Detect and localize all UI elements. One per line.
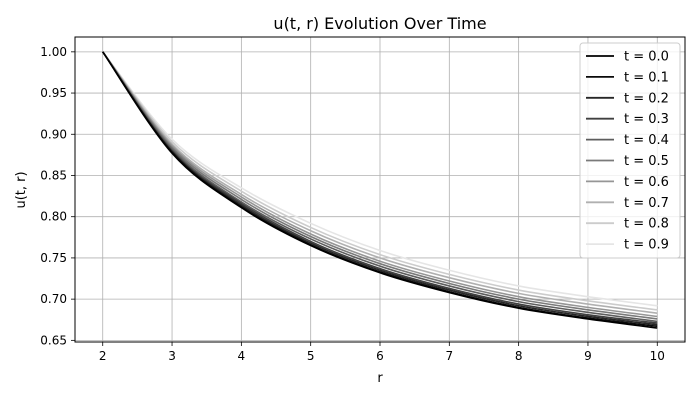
series-line	[102, 51, 658, 318]
y-tick-label: 0.95	[40, 86, 67, 100]
x-tick-label: 6	[376, 349, 384, 363]
x-tick-label: 3	[168, 349, 176, 363]
legend-label: t = 0.9	[624, 238, 669, 253]
x-tick-label: 5	[307, 349, 315, 363]
y-tick-label: 1.00	[40, 45, 67, 59]
legend-label: t = 0.5	[624, 154, 669, 169]
legend-label: t = 0.0	[624, 50, 669, 65]
legend-label: t = 0.3	[624, 112, 669, 127]
y-axis-label: u(t, r)	[14, 171, 29, 208]
x-axis-label: r	[377, 371, 383, 386]
legend-box	[579, 42, 681, 259]
x-axis: 2 3 4 5 6 7 8 9 10	[99, 342, 665, 363]
legend: t = 0.0 t = 0.1 t = 0.2 t = 0.3 t = 0.4 t = 0…	[579, 42, 681, 259]
legend-label: t = 0.1	[624, 70, 669, 85]
series-line	[102, 51, 658, 311]
y-tick-label: 0.70	[40, 292, 67, 306]
x-tick-label: 8	[515, 349, 523, 363]
legend-label: t = 0.2	[624, 91, 669, 106]
x-tick-label: 7	[445, 349, 453, 363]
legend-label: t = 0.6	[624, 175, 669, 190]
y-axis: 0.65 0.70 0.75 0.80 0.85 0.90 0.95 1.00	[40, 45, 75, 347]
legend-label: t = 0.7	[624, 196, 669, 211]
x-tick-label: 2	[99, 349, 107, 363]
series-line	[102, 51, 658, 314]
series-line	[102, 51, 658, 307]
series-lines	[102, 51, 658, 329]
y-tick-label: 0.75	[40, 251, 67, 265]
y-tick-label: 0.90	[40, 127, 67, 141]
y-tick-label: 0.85	[40, 168, 67, 182]
y-tick-label: 0.80	[40, 210, 67, 224]
series-line	[102, 51, 658, 320]
legend-label: t = 0.8	[624, 217, 669, 232]
x-tick-label: 9	[584, 349, 592, 363]
x-tick-label: 10	[650, 349, 665, 363]
x-tick-label: 4	[238, 349, 246, 363]
series-line	[102, 51, 658, 323]
series-line	[102, 51, 658, 329]
chart-title: u(t, r) Evolution Over Time	[273, 14, 486, 33]
y-tick-label: 0.65	[40, 333, 67, 347]
legend-label: t = 0.4	[624, 133, 669, 148]
